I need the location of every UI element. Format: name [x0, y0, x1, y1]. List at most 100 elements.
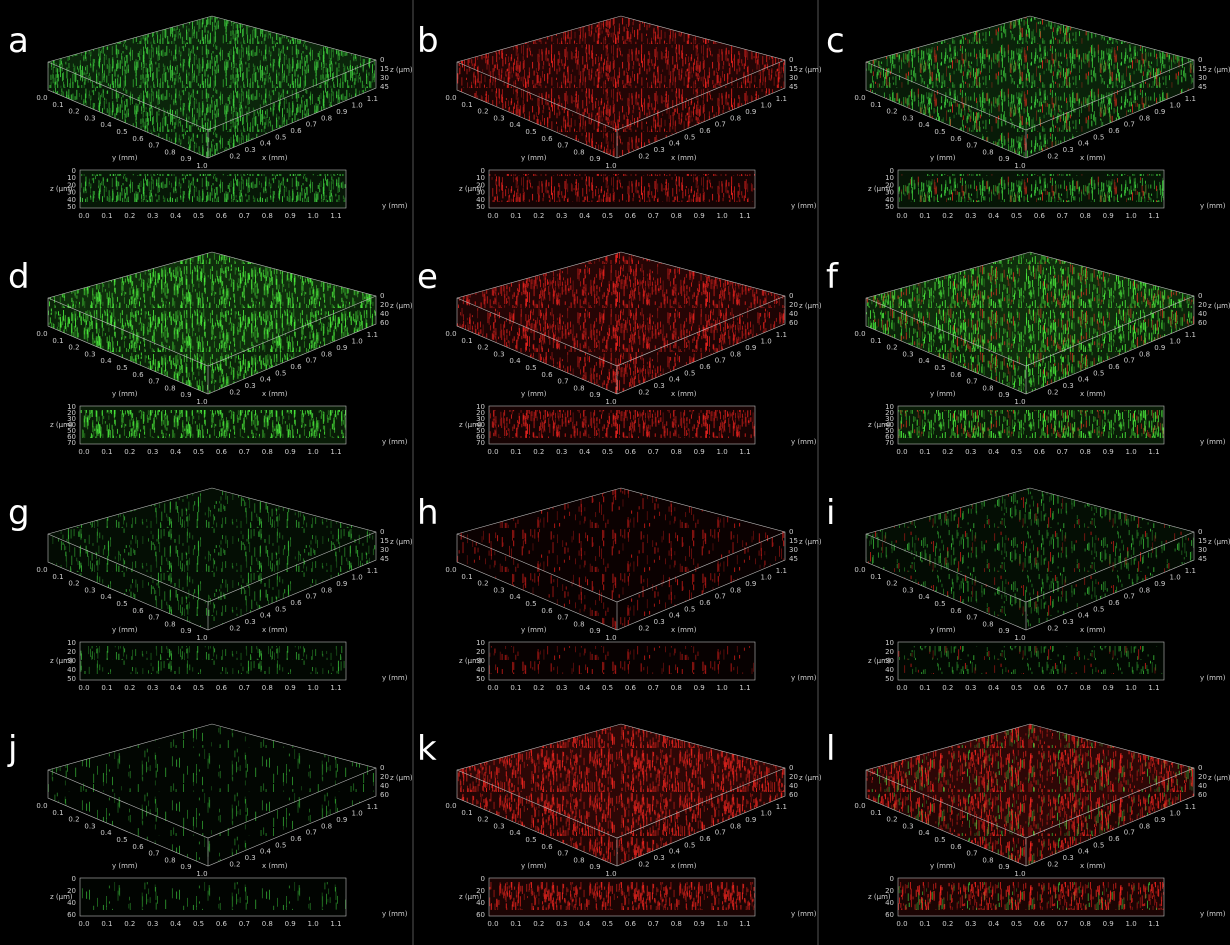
y-tick-label: 0.3 — [84, 114, 95, 122]
side-z-tick-label: 40 — [67, 899, 76, 907]
x-axis-label: x (mm) — [262, 390, 288, 398]
y-tick-label: 0.4 — [509, 121, 521, 129]
x-tick-label: 0.7 — [1124, 593, 1135, 601]
side-x-tick-label: 0.9 — [694, 684, 705, 692]
side-z-tick-label: 50 — [885, 203, 894, 211]
side-x-tick-label: 0.6 — [625, 212, 637, 220]
y-axis-label: y (mm) — [112, 154, 138, 162]
y-tick-label: 0.5 — [934, 364, 945, 372]
x-tick-label: 0.4 — [260, 376, 272, 384]
y-tick-label: 0.9 — [998, 391, 1009, 399]
y-axis-label: y (mm) — [112, 626, 138, 634]
box-outline — [47, 531, 377, 630]
x-tick-label: 0.9 — [745, 580, 756, 588]
side-x-tick-label: 0.3 — [147, 920, 158, 928]
side-x-tick-label: 0.0 — [896, 212, 907, 220]
box-outline — [865, 723, 1195, 867]
y-tick-label: 0.1 — [461, 809, 472, 817]
x-tick-label: 1.0 — [352, 574, 363, 582]
z-tick-label: 20 — [789, 301, 798, 309]
y-tick-label: 0.4 — [918, 121, 930, 129]
biofilm-side-texture — [866, 770, 1026, 866]
x-tick-label: 0.9 — [336, 344, 347, 352]
side-view-frame — [897, 877, 1165, 917]
box-outline — [47, 15, 377, 159]
y-axis-label: y (mm) — [521, 862, 547, 870]
side-x-tick-label: 0.8 — [1080, 448, 1091, 456]
x-tick-label: 0.4 — [260, 612, 272, 620]
side-z-tick-label: 70 — [67, 439, 76, 447]
side-x-tick-label: 0.8 — [262, 448, 273, 456]
x-tick-label: 0.5 — [275, 133, 286, 141]
side-y-axis-label: y (mm) — [1200, 438, 1226, 446]
side-z-tick-label: 20 — [885, 181, 894, 189]
y-tick-label: 0.2 — [68, 816, 79, 824]
x-tick-label: 0.3 — [245, 146, 256, 154]
box-outline — [456, 15, 786, 159]
z-tick-label: 20 — [380, 301, 389, 309]
z-tick-label: 15 — [1198, 65, 1207, 73]
y-tick-label: 0.5 — [116, 128, 127, 136]
y-tick-label: 0.4 — [509, 829, 521, 837]
biofilm-side-texture — [457, 298, 617, 394]
side-x-tick-label: 0.9 — [285, 448, 296, 456]
y-tick-label: 0.5 — [525, 600, 536, 608]
x-tick-label: 0.5 — [275, 605, 286, 613]
z-axis-label: z (µm) — [799, 302, 822, 310]
panel: e0.00.10.20.30.40.50.60.70.80.91.00.20.3… — [417, 251, 822, 456]
panel: g0.00.10.20.30.40.50.60.70.80.91.00.20.3… — [8, 487, 413, 692]
side-x-tick-label: 0.2 — [942, 212, 953, 220]
x-tick-label: 0.3 — [654, 382, 665, 390]
box-outline — [456, 487, 786, 631]
x-tick-label: 1.1 — [1185, 331, 1196, 339]
x-tick-label: 1.0 — [1170, 574, 1181, 582]
box-outline — [456, 723, 786, 867]
side-view-texture — [489, 646, 755, 674]
side-z-tick-label: 20 — [67, 181, 76, 189]
side-x-tick-label: 0.7 — [648, 684, 659, 692]
y-tick-label: 0.0 — [445, 802, 456, 810]
x-tick-label: 0.6 — [290, 127, 302, 135]
panel-letter: c — [826, 21, 845, 61]
box-outline — [456, 59, 786, 158]
y-tick-label: 0.9 — [998, 627, 1009, 635]
side-z-axis-label: z (µm) — [868, 421, 891, 429]
side-x-tick-label: 0.3 — [965, 448, 976, 456]
panel: i0.00.10.20.30.40.50.60.70.80.91.00.20.3… — [826, 487, 1230, 692]
x-axis-label: x (mm) — [671, 626, 697, 634]
side-x-tick-label: 1.0 — [1126, 212, 1137, 220]
side-z-tick-label: 40 — [67, 666, 76, 674]
side-x-tick-label: 1.0 — [308, 448, 319, 456]
biofilm-side-texture — [1026, 296, 1194, 394]
side-x-tick-label: 0.3 — [147, 212, 158, 220]
panel: h0.00.10.20.30.40.50.60.70.80.91.00.20.3… — [417, 487, 822, 692]
x-tick-label: 0.8 — [1139, 822, 1150, 830]
side-z-tick-label: 60 — [476, 911, 485, 919]
side-x-tick-label: 0.3 — [965, 920, 976, 928]
x-tick-label: 0.3 — [654, 146, 665, 154]
side-z-tick-label: 0 — [890, 167, 894, 175]
side-y-axis-label: y (mm) — [791, 202, 817, 210]
y-tick-label: 0.7 — [557, 614, 568, 622]
y-tick-label: 0.8 — [573, 148, 584, 156]
x-tick-label: 0.4 — [669, 140, 681, 148]
z-axis-label: z (µm) — [799, 66, 822, 74]
z-tick-label: 0 — [789, 56, 793, 64]
x-tick-label: 0.4 — [1078, 612, 1090, 620]
side-x-tick-label: 0.7 — [239, 684, 250, 692]
side-x-tick-label: 0.7 — [1057, 920, 1068, 928]
y-tick-label: 0.0 — [36, 94, 47, 102]
side-z-tick-label: 20 — [885, 409, 894, 417]
z-tick-label: 45 — [380, 83, 389, 91]
y-tick-label: 0.4 — [918, 593, 930, 601]
x-axis-label: x (mm) — [262, 626, 288, 634]
y-axis-label: y (mm) — [112, 862, 138, 870]
z-tick-label: 0 — [1198, 292, 1202, 300]
side-x-tick-label: 0.1 — [919, 448, 930, 456]
side-x-tick-label: 0.7 — [1057, 448, 1068, 456]
box-outline — [47, 59, 377, 158]
side-x-tick-label: 1.0 — [308, 684, 319, 692]
side-view-texture — [80, 882, 346, 910]
biofilm-side-texture — [866, 298, 1026, 394]
x-axis-label: x (mm) — [1080, 862, 1106, 870]
